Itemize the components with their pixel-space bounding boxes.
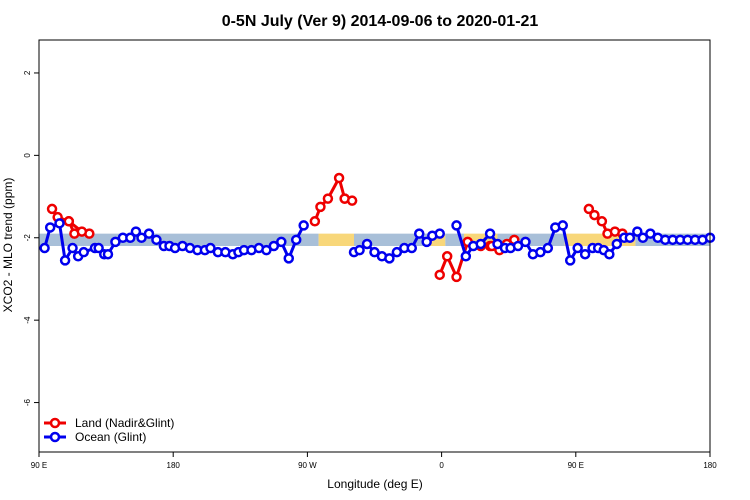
series-1-point-2-5 (492, 238, 503, 250)
y-axis-label: XCO2 - MLO trend (ppm) (1, 178, 15, 313)
y-tick-label-4: -6 (23, 398, 32, 406)
series-1-point-0-13 (125, 232, 136, 244)
series-0-point-1-1 (76, 226, 88, 237)
series-1-point-2-0 (451, 220, 462, 231)
series-1-point-1-8 (406, 242, 418, 254)
series-1-point-1-12 (434, 228, 445, 239)
series-1-point-2-8 (512, 240, 524, 252)
background-band-0 (39, 233, 319, 246)
series-1-point-1-10 (421, 236, 432, 248)
series-0-point-2-1 (315, 201, 326, 213)
series-0-point-4-1 (441, 251, 453, 262)
series-0-point-5-1 (589, 209, 600, 221)
x-tick-label-0: 90 E (31, 461, 47, 470)
series-0-point-2-0 (309, 216, 321, 227)
series-0-point-2-2 (322, 193, 334, 204)
series-1-point-0-8 (93, 242, 104, 254)
ticks-layer: 90 E 180 90 W 0 90 E 180 2 0 -2 -4 -6 (23, 70, 717, 470)
series-0-point-2-3 (333, 172, 345, 184)
series-1-point-0-11 (110, 236, 121, 248)
series-1-point-1-5 (384, 253, 395, 264)
series-1-point-1-1 (354, 244, 365, 256)
background-band-1 (318, 233, 354, 246)
series-0-point-4-0 (434, 269, 445, 281)
series-1-point-2-14 (557, 220, 569, 231)
series-1-point-2-22 (611, 238, 623, 250)
series-1-point-2-17 (579, 248, 591, 260)
series-1-point-0-25 (205, 242, 216, 254)
x-tick-label-4: 90 E (568, 461, 584, 470)
series-0-point-4-2 (451, 271, 462, 283)
legend-label-0: Land (Nadir&Glint) (75, 416, 174, 430)
series-1-point-1-2 (361, 238, 373, 250)
series-1-point-2-25 (632, 226, 643, 237)
series-1-point-0-16 (143, 228, 155, 239)
legend: Land (Nadir&Glint)Ocean (Glint) (44, 416, 174, 444)
x-tick-label-5: 180 (703, 461, 717, 470)
series-0-point-0-0 (46, 203, 58, 215)
y-tick-label-0: 2 (23, 70, 32, 75)
series-1-point-0-6 (78, 246, 89, 258)
series-0 (46, 172, 628, 283)
y-tick-label-1: 0 (23, 153, 32, 158)
series-layer (39, 172, 716, 283)
series-1 (39, 218, 716, 266)
background-band-2 (353, 233, 429, 246)
y-tick-label-3: -4 (23, 316, 32, 324)
series-1-point-2-24 (624, 232, 636, 244)
series-1-point-0-10 (102, 248, 114, 260)
series-1-point-0-4 (67, 242, 78, 254)
series-0-point-5-2 (596, 216, 608, 227)
series-1-point-1-3 (369, 246, 380, 258)
chart-title: 0-5N July (Ver 9) 2014-09-06 to 2020-01-… (222, 13, 539, 30)
series-1-point-2-1 (460, 251, 472, 262)
series-1-point-2-15 (564, 255, 576, 266)
series-1-point-0-33 (261, 244, 272, 256)
series-1-point-2-26 (637, 232, 649, 244)
series-1-point-0-0 (39, 242, 50, 254)
series-1-point-2-21 (604, 248, 615, 260)
series-1-point-0-38 (298, 220, 309, 231)
legend-marker-1 (49, 431, 61, 443)
x-tick-label-1: 180 (167, 461, 181, 470)
series-1-point-0-35 (276, 236, 287, 248)
series-1-point-2-4 (484, 228, 496, 239)
legend-label-1: Ocean (Glint) (75, 430, 146, 444)
series-1-point-0-2 (54, 218, 65, 229)
series-1-point-2-27 (645, 228, 656, 239)
series-1-point-2-12 (542, 242, 554, 254)
series-0-point-1-0 (63, 216, 75, 227)
series-1-point-2-16 (572, 242, 583, 254)
series-1-point-0-1 (44, 222, 56, 233)
series-1-point-2-9 (520, 236, 531, 248)
series-1-point-0-34 (268, 240, 280, 252)
series-1-point-2-3 (475, 238, 486, 250)
series-0-point-3-1 (346, 195, 358, 206)
series-1-point-0-3 (59, 255, 71, 266)
series-0-point-5-0 (583, 203, 595, 215)
x-axis-label: Longitude (deg E) (327, 477, 422, 491)
y-tick-label-2: -2 (23, 234, 32, 242)
series-1-point-0-37 (290, 234, 302, 246)
series-1-point-0-36 (283, 253, 295, 264)
legend-marker-0 (49, 417, 61, 429)
series-1-point-1-9 (413, 228, 425, 239)
series-1-point-2-11 (535, 246, 546, 258)
series-1-point-0-15 (136, 232, 147, 244)
x-tick-label-3: 0 (439, 461, 444, 470)
x-tick-label-2: 90 W (298, 461, 317, 470)
series-1-point-0-17 (151, 234, 162, 246)
plot-frame (38, 39, 711, 453)
series-1-point-0-14 (130, 226, 142, 237)
series-1-point-1-6 (391, 246, 403, 258)
